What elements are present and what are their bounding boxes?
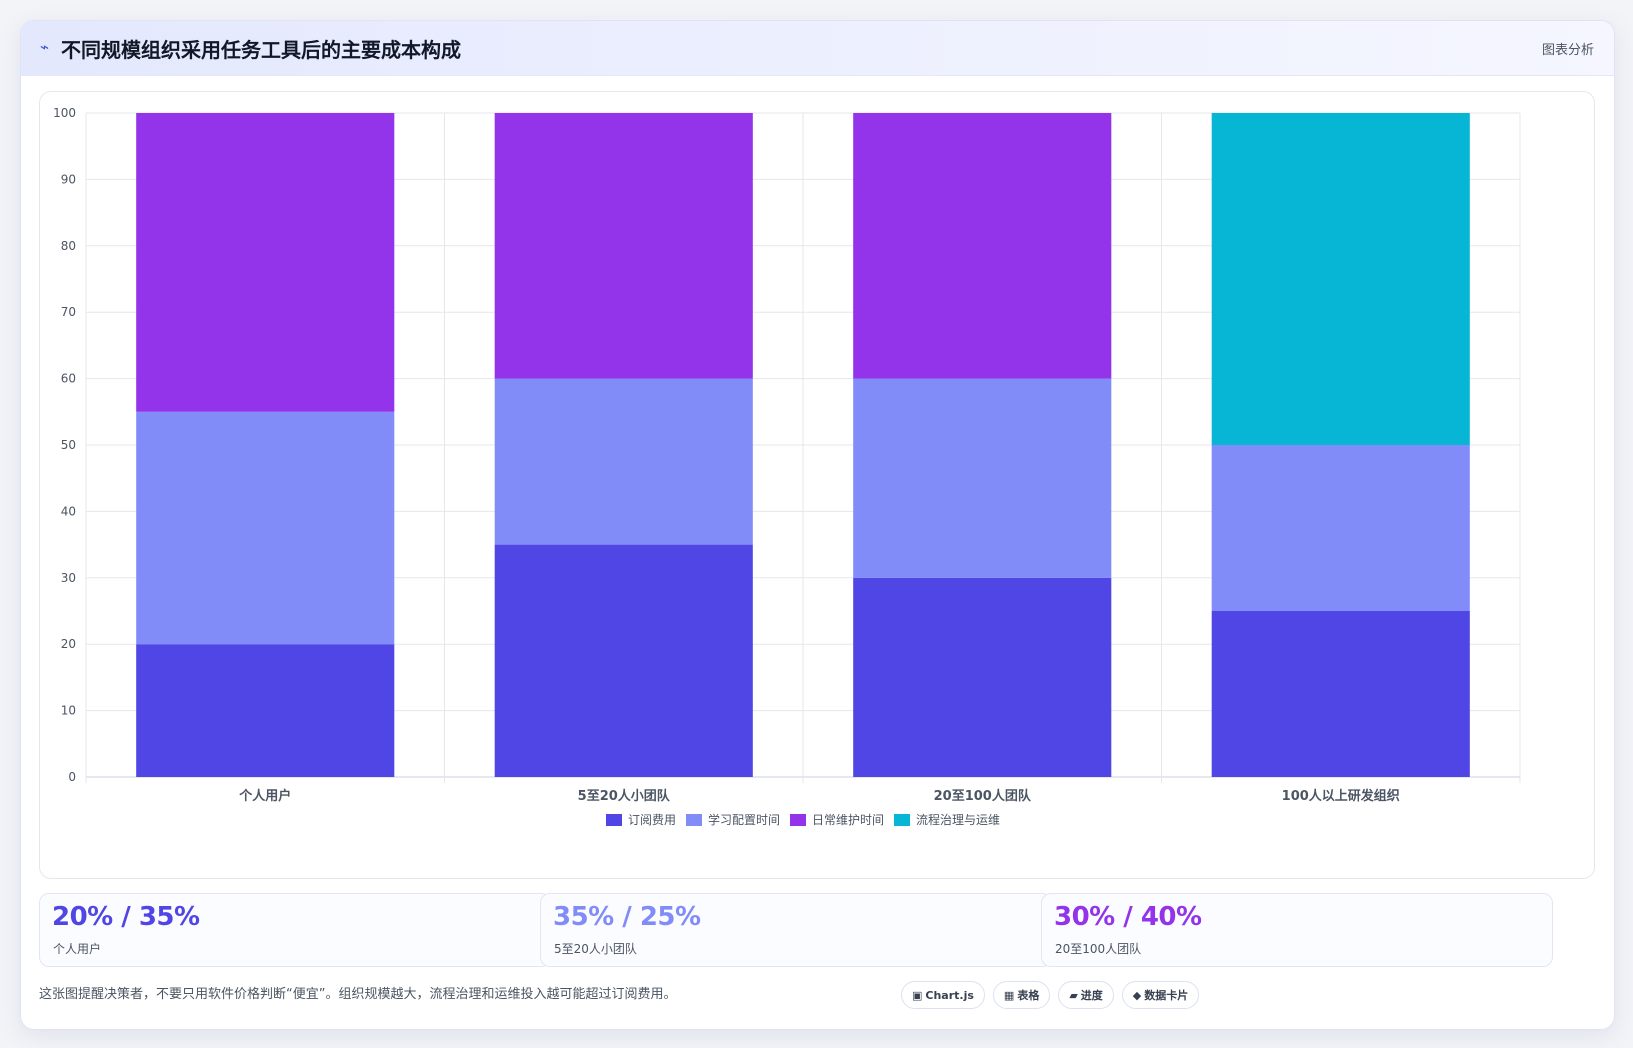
table-icon: ▦ bbox=[1003, 988, 1015, 1002]
legend-label: 流程治理与运维 bbox=[916, 812, 1000, 827]
stat-value: 20% / 35% bbox=[52, 902, 200, 932]
chip-table[interactable]: ▦ 表格 bbox=[992, 981, 1051, 1009]
chip-group: ▣ Chart.js ▦ 表格 ▰ 进度 ◆ 数据卡片 bbox=[901, 981, 1200, 1009]
y-tick-label: 0 bbox=[68, 770, 76, 784]
stat-label: 5至20人小团队 bbox=[554, 942, 637, 956]
bar-segment bbox=[1211, 113, 1470, 445]
stat-value: 35% / 25% bbox=[553, 902, 701, 932]
y-tick-label: 50 bbox=[61, 438, 76, 452]
bar-segment bbox=[853, 577, 1112, 777]
stat-card-2: 35% / 25% 5至20人小团队 bbox=[540, 893, 1052, 967]
bar-segment bbox=[853, 378, 1112, 578]
chart-icon: ▣ bbox=[912, 988, 923, 1002]
bar-segment bbox=[136, 644, 395, 777]
bar-segment bbox=[136, 113, 395, 412]
y-tick-label: 60 bbox=[61, 372, 76, 386]
chip-label: 表格 bbox=[1017, 989, 1040, 1002]
y-tick-label: 90 bbox=[61, 172, 76, 186]
chip-progress[interactable]: ▰ 进度 bbox=[1058, 981, 1114, 1009]
stat-value: 30% / 40% bbox=[1054, 902, 1202, 932]
bar-segment bbox=[1211, 445, 1470, 611]
chip-label: 数据卡片 bbox=[1144, 989, 1189, 1002]
chip-data-card[interactable]: ◆ 数据卡片 bbox=[1121, 981, 1200, 1009]
bar-segment bbox=[853, 113, 1112, 379]
chart-panel: 0 10 20 30 40 50 60 70 80 90 100 个人用户 5至20人小团队 20至100… bbox=[39, 91, 1595, 879]
stacked-bar-chart: 0 10 20 30 40 50 60 70 80 90 100 个人用户 5至20人小团队 20至100… bbox=[53, 106, 1521, 827]
x-tick-label: 100人以上研发组织 bbox=[1282, 788, 1400, 804]
chart-analysis-tag[interactable]: 图表分析 bbox=[1541, 43, 1594, 58]
stat-label: 20至100人团队 bbox=[1055, 942, 1142, 956]
x-tick-label: 个人用户 bbox=[238, 788, 291, 804]
page-title: 不同规模组织采用任务工具后的主要成本构成 bbox=[61, 38, 461, 62]
bar-segment bbox=[494, 113, 753, 379]
y-tick-label: 30 bbox=[61, 571, 76, 585]
legend-swatch bbox=[790, 814, 806, 826]
progress-icon: ▰ bbox=[1069, 988, 1078, 1002]
y-tick-label: 80 bbox=[61, 239, 76, 253]
diamond-icon: ◆ bbox=[1132, 988, 1142, 1002]
bar-segment bbox=[1211, 611, 1470, 777]
legend-label: 学习配置时间 bbox=[708, 812, 780, 827]
legend-label: 日常维护时间 bbox=[812, 813, 884, 827]
footnote: 这张图提醒决策者，不要只用软件价格判断“便宜”。组织规模越大，流程治理和运维投入… bbox=[39, 987, 677, 1002]
stat-label: 个人用户 bbox=[53, 942, 102, 956]
stat-card-1: 20% / 35% 个人用户 bbox=[39, 893, 551, 967]
legend-label: 订阅费用 bbox=[628, 813, 676, 827]
legend-swatch bbox=[894, 814, 910, 826]
bar-segment bbox=[494, 378, 753, 545]
y-tick-label: 20 bbox=[61, 637, 76, 651]
chip-chartjs[interactable]: ▣ Chart.js bbox=[901, 981, 985, 1009]
x-tick-label: 5至20人小团队 bbox=[578, 788, 671, 804]
bar-segment bbox=[494, 544, 753, 777]
legend-swatch bbox=[686, 814, 702, 826]
y-tick-label: 40 bbox=[61, 504, 76, 518]
y-tick-label: 70 bbox=[61, 305, 76, 319]
y-tick-label: 10 bbox=[61, 704, 76, 718]
legend-swatch bbox=[606, 814, 622, 826]
chart-card: ⌁ 不同规模组织采用任务工具后的主要成本构成 图表分析 0 10 20 30 40 50 6… bbox=[20, 20, 1615, 1030]
y-tick-label: 100 bbox=[53, 106, 76, 120]
x-tick-label: 20至100人团队 bbox=[934, 788, 1032, 804]
card-header: ⌁ 不同规模组织采用任务工具后的主要成本构成 图表分析 bbox=[21, 21, 1614, 76]
stat-card-3: 30% / 40% 20至100人团队 bbox=[1041, 893, 1553, 967]
bar-segment bbox=[136, 411, 395, 645]
chip-label: Chart.js bbox=[925, 988, 974, 1002]
chip-label: 进度 bbox=[1080, 989, 1103, 1002]
lightning-icon: ⌁ bbox=[40, 38, 50, 56]
